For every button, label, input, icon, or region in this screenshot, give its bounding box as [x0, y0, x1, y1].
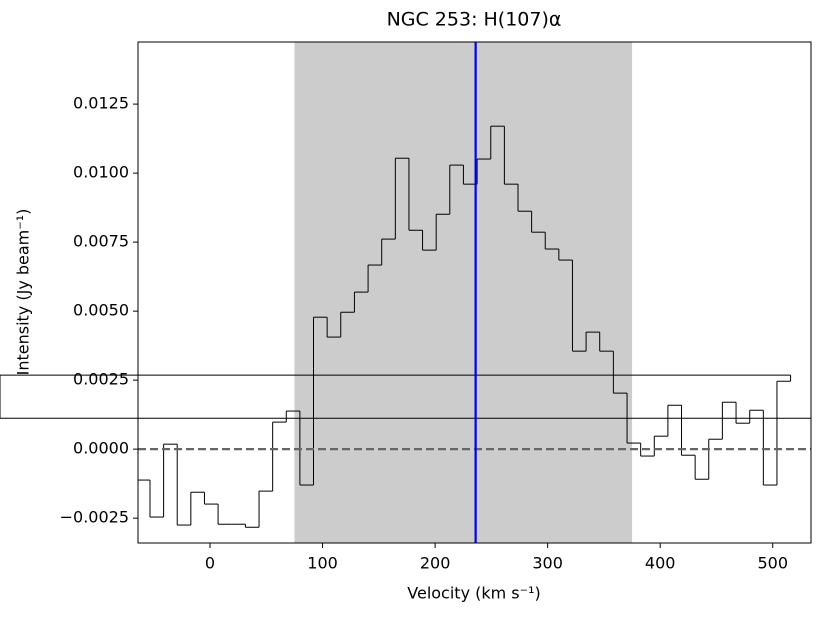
- y-tick-label: 0.0075: [73, 232, 129, 251]
- y-tick-label: 0.0000: [73, 439, 129, 458]
- x-tick-label: 300: [532, 554, 563, 573]
- y-tick-label: 0.0050: [73, 301, 129, 320]
- x-tick-label: 100: [307, 554, 338, 573]
- y-axis-label: Intensity (Jy beam⁻¹): [14, 209, 33, 376]
- y-tick-label: −0.0025: [60, 508, 129, 527]
- x-tick-label: 0: [205, 554, 215, 573]
- chart-title: NGC 253: H(107)α: [387, 9, 562, 31]
- y-tick-label: 0.0100: [73, 163, 129, 182]
- shaded-span: [294, 42, 633, 543]
- x-tick-label: 200: [420, 554, 451, 573]
- plot-frame: [137, 41, 812, 544]
- y-tick-label: 0.0125: [73, 94, 129, 113]
- y-tick-label: 0.0025: [73, 370, 129, 389]
- x-tick-label: 400: [645, 554, 676, 573]
- x-tick-label: 500: [757, 554, 788, 573]
- x-axis-label: Velocity (km s⁻¹): [407, 584, 540, 603]
